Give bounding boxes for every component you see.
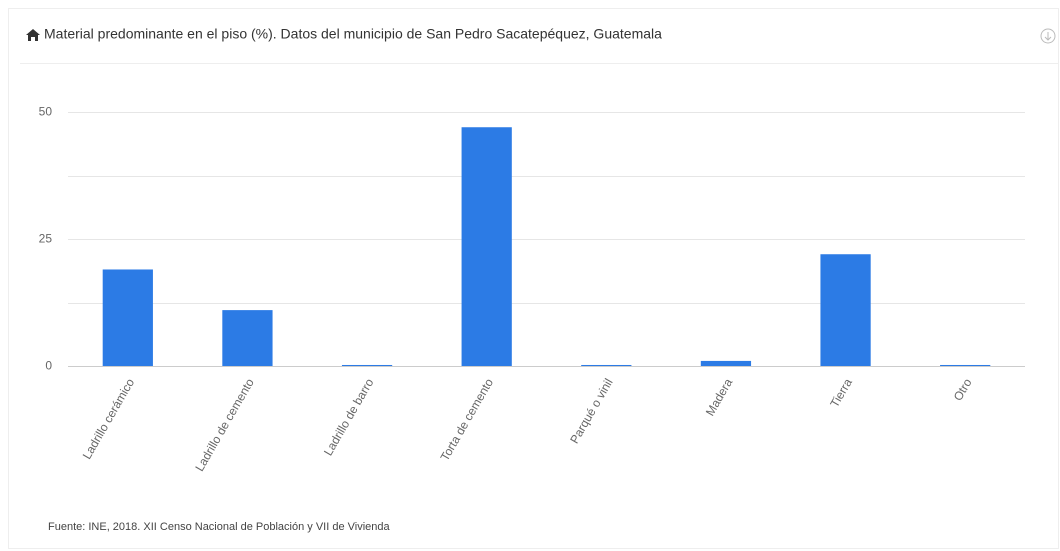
bar — [820, 254, 871, 366]
bar — [940, 364, 991, 366]
bar — [341, 364, 393, 366]
bar — [700, 360, 752, 366]
bar — [461, 127, 512, 367]
download-arrow[interactable] — [1044, 32, 1052, 41]
source-note: Fuente: INE, 2018. XII Censo Nacional de… — [48, 521, 391, 533]
bar — [222, 310, 273, 366]
download-icon[interactable] — [1040, 28, 1056, 44]
chart-title: Material predominante en el piso (%). Da… — [44, 26, 662, 42]
y-tick-label: 0 — [45, 359, 52, 373]
bar — [102, 269, 153, 366]
bar — [581, 364, 632, 366]
home-icon — [26, 29, 40, 41]
y-tick-label: 50 — [39, 105, 53, 119]
card — [8, 8, 1059, 549]
y-tick-label: 25 — [39, 232, 53, 246]
download-circle[interactable] — [1040, 28, 1056, 44]
